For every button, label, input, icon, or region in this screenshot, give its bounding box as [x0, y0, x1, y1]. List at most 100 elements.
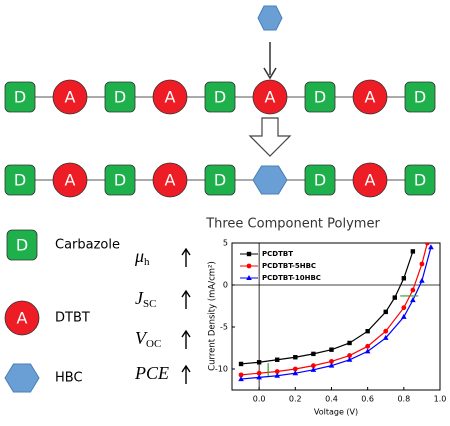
- chain-node: [204, 164, 236, 196]
- y-tick-label: -5: [220, 323, 228, 332]
- legend-symbol-label: A: [17, 309, 28, 328]
- legend-entry: PCDTBT-5HBC: [262, 262, 316, 270]
- property-symbol: VOC: [135, 328, 161, 349]
- marker: [347, 353, 352, 358]
- chain-node: [304, 164, 336, 196]
- property-sub: h: [144, 256, 150, 268]
- marker: [293, 355, 298, 360]
- property-sub: OC: [146, 338, 161, 350]
- property-main: PCE: [134, 363, 169, 383]
- chain-node-label: A: [165, 88, 176, 107]
- chain-node-label: A: [65, 88, 76, 107]
- chain-node-label: D: [14, 171, 26, 190]
- marker: [292, 366, 298, 372]
- property-main: V: [135, 328, 148, 348]
- marker: [238, 372, 244, 378]
- marker: [424, 243, 430, 246]
- plot-area: [231, 242, 441, 391]
- marker: [419, 277, 425, 283]
- chain-node: [52, 79, 88, 115]
- marker: [275, 357, 280, 362]
- marker: [328, 362, 335, 368]
- chain-node-label: D: [14, 88, 26, 107]
- chain-node: [52, 162, 88, 198]
- chain-node-label: D: [314, 171, 326, 190]
- chain-node-label: D: [214, 171, 226, 190]
- chain-node-label: A: [65, 171, 76, 190]
- legend-symbol-label: D: [16, 236, 28, 255]
- x-tick-label: 0.2: [289, 395, 302, 404]
- chart-title: Three Component Polymer: [205, 217, 380, 232]
- chain-node: [404, 164, 436, 196]
- legend-entry: PCDTBT-10HBC: [262, 274, 321, 282]
- chain-node-label: D: [314, 88, 326, 107]
- marker: [410, 297, 416, 303]
- marker: [256, 370, 262, 376]
- chain-node: [252, 79, 288, 115]
- legend-symbol: [4, 300, 40, 336]
- chain-node: [404, 81, 436, 113]
- marker: [329, 359, 334, 364]
- marker: [410, 287, 416, 293]
- chain-node: [204, 81, 236, 113]
- marker: [238, 361, 244, 367]
- legend-text: DTBT: [55, 311, 90, 326]
- up-arrow: [181, 329, 191, 349]
- chain-node: [252, 165, 288, 195]
- chain-node-label: D: [114, 88, 126, 107]
- plot-frame: [231, 242, 441, 391]
- marker: [274, 372, 281, 378]
- marker: [292, 370, 299, 376]
- marker: [365, 329, 370, 334]
- marker: [246, 275, 252, 280]
- marker: [238, 376, 244, 382]
- x-tick-label: 0.8: [397, 395, 410, 404]
- chain-node: [4, 164, 36, 196]
- arrow-down: [263, 42, 277, 80]
- hollow-arrow: [248, 117, 292, 157]
- y-axis-label: Current Density (mA/cm²): [208, 261, 218, 371]
- legend-text: Carbazole: [55, 238, 120, 253]
- marker: [346, 356, 353, 362]
- hbc-hexagon: [257, 5, 283, 31]
- chain-node-label: A: [165, 171, 176, 190]
- marker: [329, 347, 334, 352]
- chain-node: [152, 79, 188, 115]
- property-sub: SC: [143, 298, 156, 310]
- marker: [310, 366, 317, 372]
- green-annotation: [267, 295, 419, 376]
- marker: [401, 305, 407, 311]
- property-main: μ: [134, 246, 144, 266]
- y-tick-label: -10: [215, 365, 228, 374]
- chain-node: [352, 162, 388, 198]
- chain-node: [352, 79, 388, 115]
- marker: [383, 309, 388, 315]
- chain-node: [104, 164, 136, 196]
- x-tick-label: 0.6: [361, 395, 374, 404]
- marker: [365, 343, 371, 349]
- marker: [246, 263, 252, 269]
- marker: [256, 360, 262, 365]
- x-tick-label: 1.0: [434, 395, 447, 404]
- up-arrow: [181, 289, 191, 309]
- marker: [347, 340, 352, 346]
- marker: [311, 351, 316, 357]
- marker: [401, 276, 407, 281]
- legend-entry: PCDTBT: [262, 250, 293, 258]
- marker: [383, 328, 389, 334]
- chain-node: [104, 81, 136, 113]
- legend-symbol: [4, 363, 40, 393]
- marker: [364, 348, 371, 354]
- marker: [392, 295, 397, 300]
- marker: [274, 369, 280, 374]
- legend-symbol: [6, 229, 38, 261]
- chain-node-label: A: [365, 88, 376, 107]
- x-tick-label: 0.0: [253, 395, 266, 404]
- chain-node-label: D: [414, 171, 426, 190]
- legend-text: HBC: [55, 371, 83, 386]
- property-symbol: μh: [134, 246, 150, 267]
- chain-node-label: D: [414, 88, 426, 107]
- marker: [419, 261, 425, 267]
- property-main: J: [135, 288, 144, 308]
